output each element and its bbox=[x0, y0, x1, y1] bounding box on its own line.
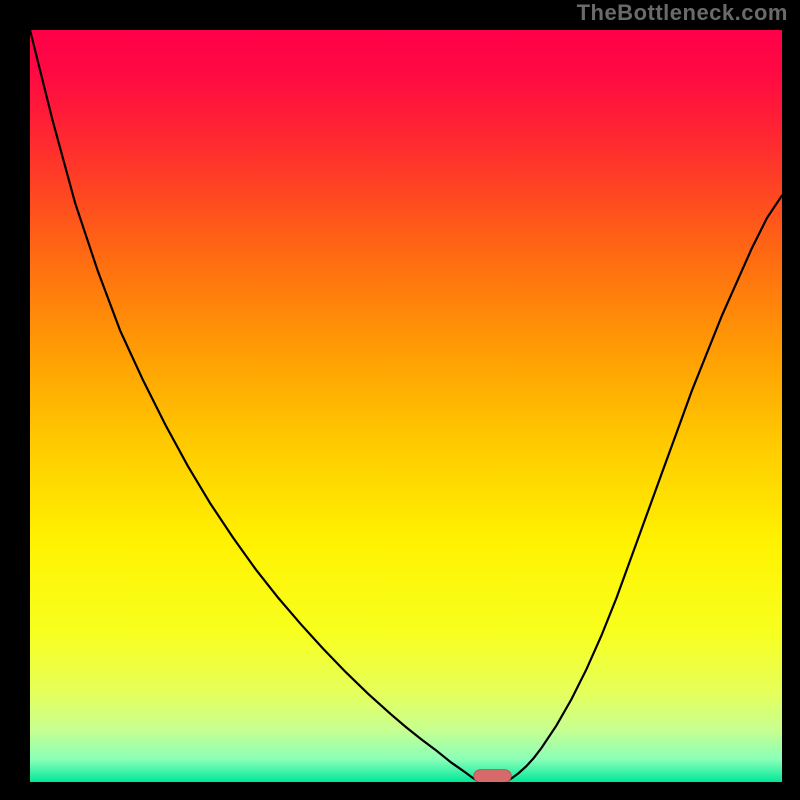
chart-container: TheBottleneck.com bbox=[0, 0, 800, 800]
watermark-text: TheBottleneck.com bbox=[577, 0, 788, 26]
chart-svg bbox=[30, 30, 782, 782]
plot-area bbox=[30, 30, 782, 782]
gradient-background bbox=[30, 30, 782, 782]
minimum-marker bbox=[474, 770, 512, 782]
